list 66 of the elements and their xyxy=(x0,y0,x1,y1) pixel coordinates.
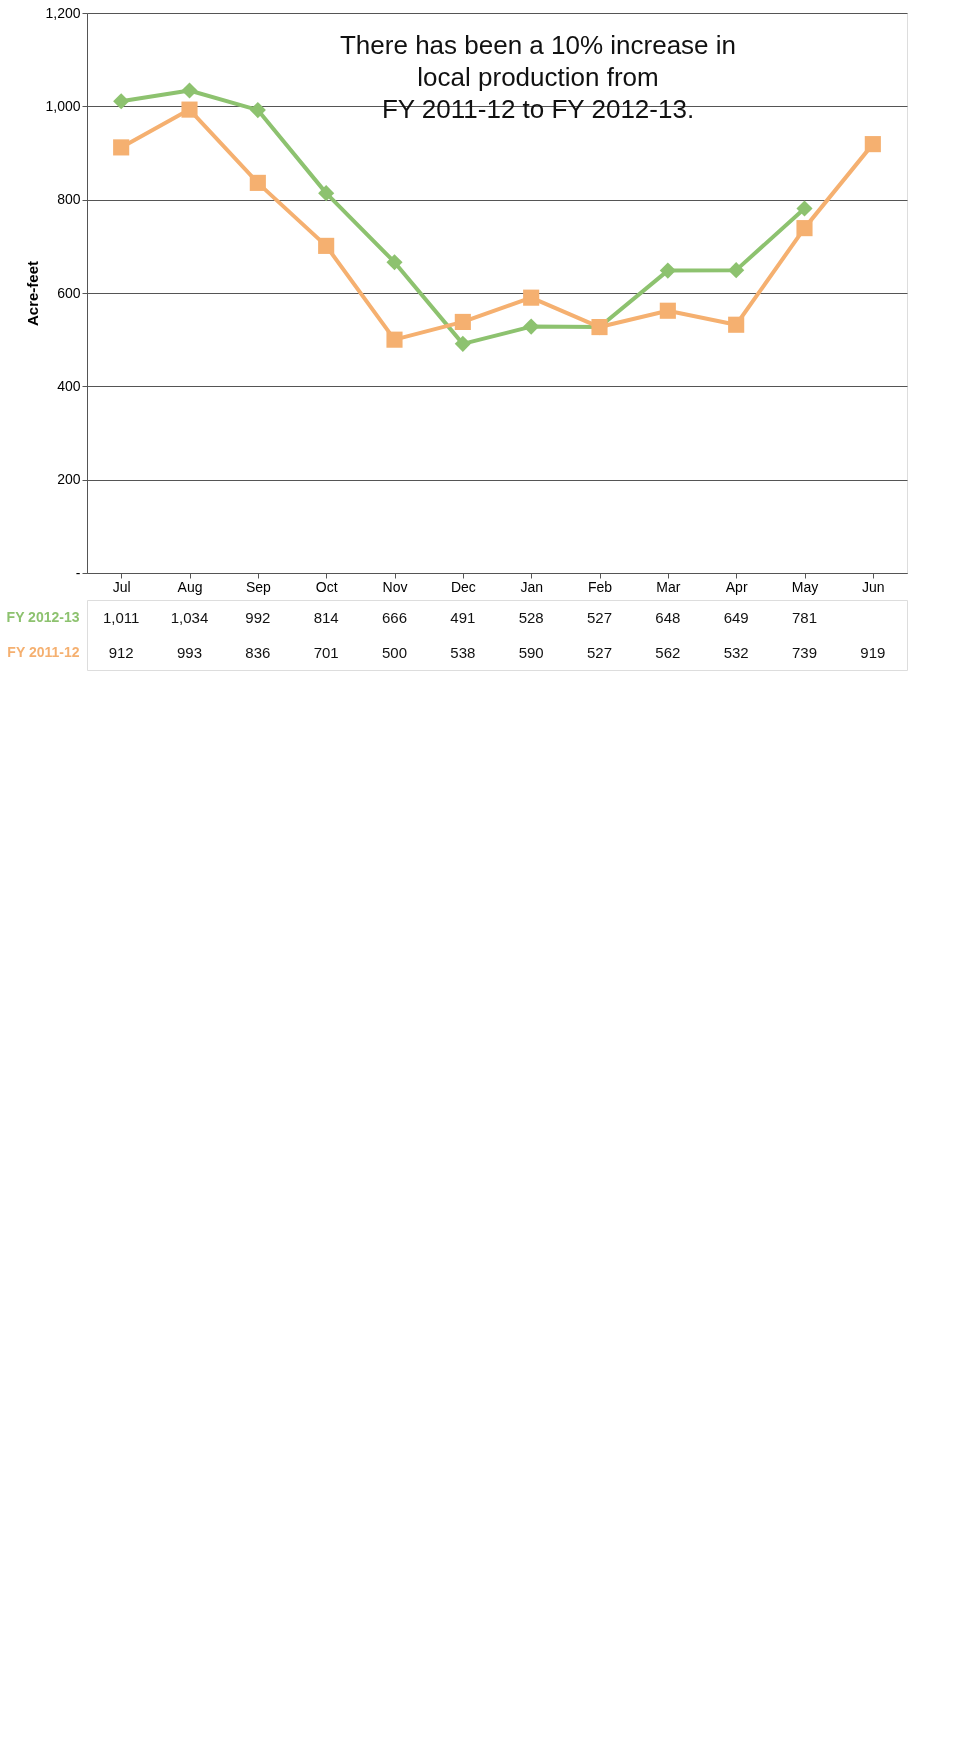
x-tick-label: Mar xyxy=(656,578,681,595)
x-tick-label: Apr xyxy=(725,578,748,595)
point xyxy=(386,254,403,271)
text: FY 2012-13 xyxy=(6,609,80,625)
data-label: 666 xyxy=(381,608,408,626)
point xyxy=(181,82,198,99)
data-label: 590 xyxy=(518,643,544,661)
data-label: 781 xyxy=(791,608,818,626)
x-tick-label: Jun xyxy=(862,578,885,595)
data-label: 500 xyxy=(381,643,408,661)
point xyxy=(728,262,745,279)
data-label: 992 xyxy=(245,608,271,626)
x-tick-label: Nov xyxy=(382,578,408,595)
point xyxy=(386,331,403,348)
data-label: 739 xyxy=(791,643,818,661)
x-tick-label: Sep xyxy=(245,578,271,595)
data-label: 993 xyxy=(176,643,203,661)
point xyxy=(181,101,198,118)
data-label: 528 xyxy=(518,608,544,626)
point xyxy=(796,200,813,217)
data-label: 538 xyxy=(450,643,476,661)
data-label: 1,034 xyxy=(170,608,209,626)
x-tick-label: Feb xyxy=(587,578,613,595)
data-label: 527 xyxy=(586,608,613,626)
point xyxy=(659,262,676,279)
data-label: 491 xyxy=(450,608,476,626)
x-tick-label: Aug xyxy=(177,578,203,595)
point xyxy=(318,237,335,254)
point xyxy=(523,289,540,306)
point xyxy=(318,185,335,202)
text: FY 2011-12 xyxy=(7,644,80,660)
x-tick-label: May xyxy=(791,578,819,595)
data-label: 1,011 xyxy=(102,608,140,626)
data-label: 649 xyxy=(723,608,749,626)
y-tick-label: 1,200 xyxy=(45,4,81,21)
point xyxy=(454,335,471,352)
data-label: 532 xyxy=(723,643,749,661)
data-label: 648 xyxy=(655,608,681,626)
data-label: 814 xyxy=(313,608,339,626)
x-tick-label: Dec xyxy=(450,578,476,595)
point xyxy=(113,139,130,156)
x-tick-label: Jul xyxy=(112,578,131,595)
y-tick-label: 400 xyxy=(57,377,81,394)
point xyxy=(113,93,130,110)
x-tick-label: Jan xyxy=(520,578,543,595)
point xyxy=(659,302,676,319)
point xyxy=(454,313,471,330)
y-tick-label: 1,000 xyxy=(45,97,81,114)
data-label: 919 xyxy=(860,643,886,661)
point xyxy=(796,220,813,237)
point xyxy=(249,102,266,119)
point xyxy=(249,174,266,191)
y-axis-title: Acre-feet xyxy=(24,260,42,327)
data-label: 562 xyxy=(655,643,681,661)
data-label: 527 xyxy=(586,643,613,661)
data-label: 701 xyxy=(313,643,339,661)
point xyxy=(523,318,540,335)
point xyxy=(728,316,745,333)
x-tick-label: Oct xyxy=(315,578,338,595)
data-label: 836 xyxy=(245,643,271,661)
y-tick-label: 800 xyxy=(57,191,81,208)
y-tick-label: 200 xyxy=(57,471,81,488)
y-tick-label: - xyxy=(75,564,81,581)
point xyxy=(864,136,881,153)
data-label: 912 xyxy=(108,643,134,661)
y-tick-label: 600 xyxy=(57,284,81,301)
